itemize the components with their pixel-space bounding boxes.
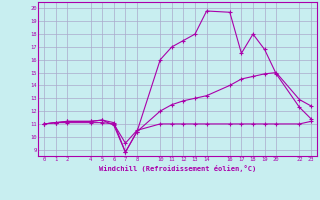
X-axis label: Windchill (Refroidissement éolien,°C): Windchill (Refroidissement éolien,°C) bbox=[99, 165, 256, 172]
